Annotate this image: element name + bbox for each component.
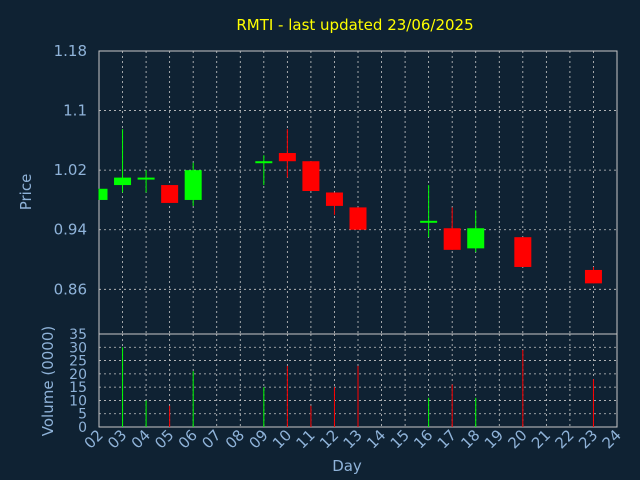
candle xyxy=(161,185,179,203)
candle xyxy=(137,170,155,193)
volume-tick-label: 30 xyxy=(69,340,87,356)
candle-body xyxy=(137,177,155,180)
x-tick-label: 17 xyxy=(434,426,460,452)
candle xyxy=(184,162,202,206)
x-tick-label: 19 xyxy=(481,426,507,452)
candle-body xyxy=(584,269,602,284)
x-tick-label: 23 xyxy=(575,426,601,452)
volume-tick-label: 0 xyxy=(78,420,87,436)
x-tick-label: 14 xyxy=(363,426,389,452)
x-tick-label: 11 xyxy=(293,426,319,452)
candle-body xyxy=(443,228,461,250)
x-tick-label: 22 xyxy=(552,426,578,452)
candle-body xyxy=(114,177,132,186)
candle-body xyxy=(302,161,320,192)
volume-tick-label: 10 xyxy=(69,393,87,409)
candle-body xyxy=(184,170,202,200)
x-tick-label: 09 xyxy=(245,426,271,452)
volume-tick-label: 35 xyxy=(69,327,87,343)
x-tick-label: 15 xyxy=(387,426,413,452)
candle xyxy=(255,155,273,186)
price-tick-label: 0.86 xyxy=(54,280,87,298)
x-tick-label: 24 xyxy=(599,426,625,452)
price-tick-label: 1.02 xyxy=(54,161,87,179)
x-tick-label: 10 xyxy=(269,426,295,452)
volume-tick-label: 15 xyxy=(69,380,87,396)
candle-body xyxy=(325,192,343,206)
x-tick-label: 16 xyxy=(410,426,436,452)
candle xyxy=(584,266,602,284)
x-tick-label: 13 xyxy=(340,426,366,452)
candle xyxy=(114,129,132,193)
x-axis-ticks: 0203040506070809101112131415161718192021… xyxy=(81,426,625,452)
candle xyxy=(514,237,532,267)
candle-body xyxy=(467,228,485,249)
volume-tick-label: 25 xyxy=(69,354,87,370)
candle xyxy=(325,192,343,215)
candle xyxy=(420,185,438,238)
x-tick-label: 07 xyxy=(198,426,224,452)
x-tick-label: 12 xyxy=(316,426,342,452)
candle-body xyxy=(349,207,367,230)
candle xyxy=(467,210,485,253)
candle-body xyxy=(99,188,108,200)
price-panel: 1.18 1.1 1.02 0.94 0.86 xyxy=(54,42,618,335)
candle xyxy=(443,207,461,250)
candle-body xyxy=(161,185,179,203)
candle xyxy=(278,129,296,178)
chart-title: RMTI - last updated 23/06/2025 xyxy=(236,16,473,34)
x-tick-label: 20 xyxy=(504,426,530,452)
price-tick-label: 1.1 xyxy=(63,102,87,120)
x-tick-label: 21 xyxy=(528,426,554,452)
candle-body xyxy=(278,153,296,162)
x-tick-label: 08 xyxy=(222,426,248,452)
price-tick-label: 0.94 xyxy=(54,221,87,239)
candle xyxy=(302,161,320,192)
candle-body xyxy=(514,237,532,267)
x-tick-label: 04 xyxy=(128,426,154,452)
price-tick-label: 1.18 xyxy=(54,42,87,60)
candle xyxy=(349,207,367,230)
candle xyxy=(98,188,108,200)
volume-axis-label: Volume (0000) xyxy=(39,326,57,436)
volume-tick-label: 5 xyxy=(78,407,87,423)
volume-tick-label: 20 xyxy=(69,367,87,383)
candle-body xyxy=(420,220,438,223)
x-axis-label: Day xyxy=(332,457,362,475)
x-tick-label: 18 xyxy=(457,426,483,452)
price-axis-label: Price xyxy=(17,174,35,211)
x-tick-label: 06 xyxy=(175,426,201,452)
x-tick-label: 05 xyxy=(151,426,177,452)
x-tick-label: 03 xyxy=(104,426,130,452)
candle-body xyxy=(255,161,273,164)
